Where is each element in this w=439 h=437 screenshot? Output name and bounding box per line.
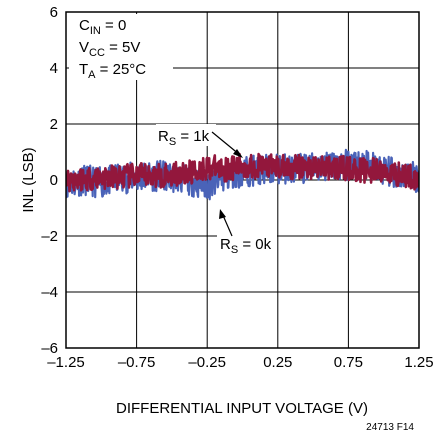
annotation-rs0k-bg (217, 232, 277, 254)
series-annotations: RS = 1k RS = 0k (156, 124, 277, 256)
annotation-rs0k-arrowhead (219, 209, 226, 219)
x-tick-label: –0.75 (118, 354, 156, 371)
series-group (66, 148, 419, 201)
x-tick-label: 0.25 (263, 354, 292, 371)
annotation-rs1k-bg (156, 124, 216, 146)
y-tick-label: 4 (50, 60, 58, 77)
condition-ta: TA = 25°C (79, 61, 146, 81)
condition-vcc: VCC = 5V (79, 39, 140, 59)
conditions-box-bg (69, 14, 173, 80)
x-tick-label: –1.25 (47, 354, 85, 371)
annotation-rs1k: RS = 1k (158, 128, 210, 148)
x-axis-label: DIFFERENTIAL INPUT VOLTAGE (V) (116, 400, 368, 417)
y-tick-label: 6 (50, 4, 58, 21)
y-tick-label: –6 (41, 340, 58, 357)
figure-id: 24713 F14 (366, 422, 414, 433)
plot-frame (65, 11, 420, 349)
y-tick-label: –2 (41, 228, 58, 245)
x-tick-labels: –1.25 –0.75 –0.25 0.25 0.75 1.25 (47, 354, 433, 371)
y-tick-label: 2 (50, 116, 58, 133)
y-tick-label: –4 (41, 284, 58, 301)
x-tick-label: 1.25 (404, 354, 433, 371)
x-tick-label: –0.25 (188, 354, 226, 371)
x-tick-label: 0.75 (334, 354, 363, 371)
annotation-rs1k-arrowhead (233, 149, 243, 158)
y-axis-label: INL (LSB) (20, 147, 37, 212)
y-tick-label: 0 (50, 172, 58, 189)
condition-cin: CIN = 0 (79, 17, 126, 37)
series-rs-1k-line (66, 152, 419, 193)
annotation-rs0k: RS = 0k (220, 236, 272, 256)
y-tick-labels: 6 4 2 0 –2 –4 –6 (41, 4, 58, 357)
